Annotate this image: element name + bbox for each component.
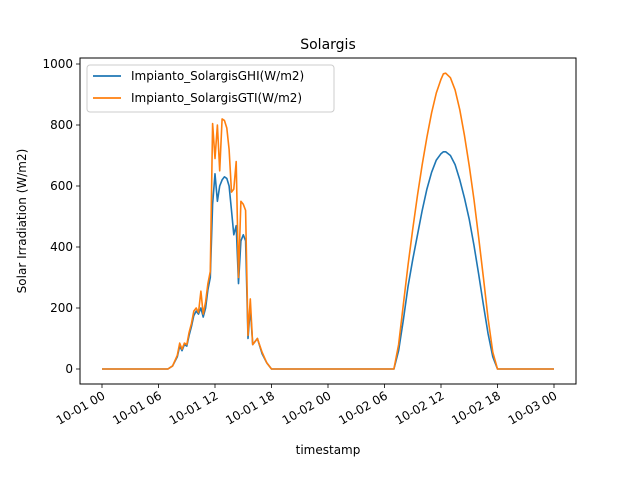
legend-label-ghi: Impianto_SolargisGHI(W/m2) bbox=[131, 69, 304, 83]
y-tick-label-1: 200 bbox=[50, 301, 73, 315]
y-axis: 0 200 400 600 800 1000 bbox=[42, 57, 80, 376]
legend-box bbox=[86, 64, 335, 113]
y-tick-label-5: 1000 bbox=[42, 57, 73, 71]
series-layer bbox=[102, 72, 554, 370]
legend-label-gti: Impianto_SolargisGTI(W/m2) bbox=[131, 91, 302, 105]
series-line-1 bbox=[102, 72, 554, 370]
legend: Impianto_SolargisGHI(W/m2) Impianto_Sola… bbox=[86, 64, 335, 113]
y-tick-label-0: 0 bbox=[65, 362, 73, 376]
y-axis-label: Solar Irradiation (W/m2) bbox=[15, 149, 29, 294]
y-tick-label-3: 600 bbox=[50, 179, 73, 193]
x-axis-label: timestamp bbox=[296, 443, 361, 457]
chart-title: Solargis bbox=[300, 37, 356, 53]
y-tick-label-4: 800 bbox=[50, 118, 73, 132]
y-tick-label-2: 400 bbox=[50, 240, 73, 254]
